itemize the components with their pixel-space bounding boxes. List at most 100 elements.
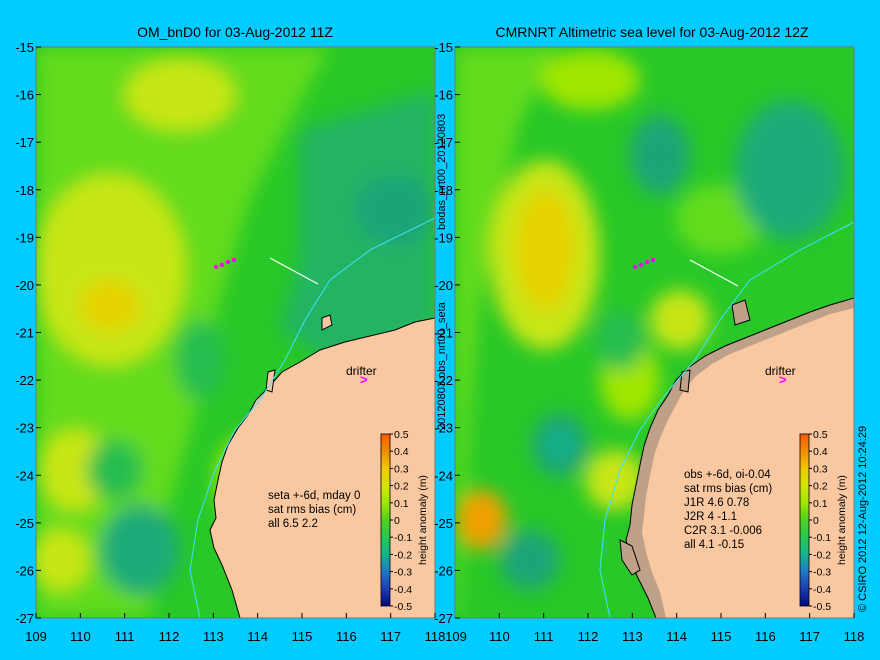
x-tick-label: 117 (799, 629, 820, 644)
right-drifter-track (632, 257, 656, 270)
y-tick-label: -20 (15, 278, 34, 293)
x-tick-label: 115 (711, 629, 732, 644)
colorbar-tick-label: 0.1 (394, 498, 409, 510)
x-tick-label: 116 (755, 629, 776, 644)
x-tick-label: 113 (203, 629, 224, 644)
x-tick-label: 110 (70, 629, 91, 644)
credit-label: © CSIRO 2012 12-Aug-2012 10:24:29 (857, 426, 869, 612)
x-tick-label: 111 (115, 629, 135, 644)
colorbar-tick-label: 0.3 (394, 463, 409, 475)
y-tick-label: -18 (434, 183, 453, 198)
left-stats-line: all 6.5 2.2 (268, 518, 318, 530)
colorbar-tick-label: 0.5 (813, 429, 828, 441)
right-stats-line: obs +-6d, oi-0.04 (684, 469, 771, 481)
colorbar-axis-label: height anomaly (m) (836, 475, 848, 565)
colorbar-tick-label: 0.2 (813, 481, 828, 493)
right-stats-line: all 4.1 -0.15 (684, 539, 744, 551)
y-tick-label: -24 (15, 468, 34, 483)
right-stats-block: obs +-6d, oi-0.04 sat rms bias (cm) J1R … (684, 469, 772, 551)
colorbar-tick-label: -0.1 (394, 532, 412, 544)
colorbar-tick-label: 0.1 (813, 498, 828, 510)
left-map-field: drifter > seta +-6d, mday 0 sat rms bias… (36, 47, 435, 618)
right-drifter-label: drifter (765, 364, 796, 378)
x-tick-label: 117 (380, 629, 401, 644)
right-stats-line: sat rms bias (cm) (684, 483, 772, 495)
colorbar-tick-label: 0.5 (394, 429, 409, 441)
right-map-field: drifter > obs +-6d, oi-0.04 sat rms bias… (455, 47, 854, 618)
x-tick-label: 114 (666, 629, 687, 644)
left-drifter-track (213, 257, 237, 270)
right-glider-track (689, 259, 739, 287)
x-tick-label: 113 (622, 629, 643, 644)
colorbar-tick-label: -0.1 (813, 532, 831, 544)
left-zero-contour (189, 217, 435, 618)
y-tick-label: -26 (15, 563, 34, 578)
x-tick-label: 116 (336, 629, 357, 644)
right-colorbar: 0.5 0.4 0.3 0.2 0.1 0 -0.1 -0.2 -0.3 -0.4 -0.5 heig… (799, 429, 848, 613)
y-tick-label: -19 (15, 230, 34, 245)
right-stats-line: C2R 3.1 -0.006 (684, 525, 762, 537)
colorbar-tick-label: -0.5 (813, 601, 831, 613)
left-drifter-label: drifter (346, 364, 377, 378)
y-tick-label: -23 (15, 421, 34, 436)
y-tick-label: -26 (434, 563, 453, 578)
y-tick-label: -25 (15, 516, 34, 531)
x-tick-label: 118 (844, 629, 865, 644)
y-tick-label: -16 (15, 88, 34, 103)
right-panel-title: CMRNRT Altimetric sea level for 03-Aug-2… (495, 24, 809, 40)
right-drifter-icon: > (779, 372, 787, 387)
y-tick-label: -27 (434, 611, 453, 626)
colorbar-tick-label: -0.4 (813, 584, 831, 596)
y-tick-label: -25 (434, 516, 453, 531)
colorbar-tick-label: 0 (813, 515, 819, 527)
colorbar-axis-label: height anomaly (m) (417, 475, 429, 565)
x-tick-label: 111 (534, 629, 554, 644)
y-tick-label: -19 (434, 230, 453, 245)
right-stats-line: J1R 4.6 0.78 (684, 497, 749, 509)
colorbar-tick-label: 0.4 (394, 446, 409, 458)
colorbar-scale (380, 433, 391, 607)
y-tick-label: -24 (434, 468, 453, 483)
colorbar-tick-label: 0 (394, 515, 400, 527)
file-label-lower: 20120803.obs_nrt00_seta (436, 301, 448, 430)
x-tick-label: 109 (25, 629, 47, 644)
right-x-axis: 110 111 112 113 114 115 116 117 118 109 (445, 613, 864, 644)
y-tick-label: -17 (434, 135, 453, 150)
colorbar-tick-label: 0.2 (394, 481, 409, 493)
colorbar-tick-label: -0.3 (394, 567, 412, 579)
left-panel-title: OM_bnD0 for 03-Aug-2012 11Z (137, 24, 333, 40)
colorbar-tick-label: -0.2 (813, 549, 831, 561)
left-stats-block: seta +-6d, mday 0 sat rms bias (cm) all … (268, 490, 360, 530)
y-tick-label: -16 (434, 88, 453, 103)
colorbar-scale (799, 433, 810, 607)
y-tick-label: -15 (434, 40, 453, 55)
y-tick-label: -20 (434, 278, 453, 293)
x-tick-label: 118 (425, 629, 446, 644)
y-tick-label: -17 (15, 135, 34, 150)
colorbar-tick-label: -0.4 (394, 584, 412, 596)
right-y-axis: -15 -16 -17 -18 -19 -20 -21 -22 -23 -24 -25 -26 -27 (434, 40, 460, 626)
x-tick-label: 112 (578, 629, 599, 644)
x-tick-label: 109 (445, 629, 467, 644)
right-zero-contour (599, 221, 854, 618)
left-glider-track (269, 257, 319, 285)
x-tick-label: 115 (292, 629, 313, 644)
y-tick-label: -23 (434, 421, 453, 436)
y-tick-label: -21 (15, 326, 34, 341)
left-map-panel: OM_bnD0 for 03-Aug-2012 11Z (15, 24, 445, 644)
left-land-area (209, 317, 435, 618)
y-tick-label: -15 (15, 40, 34, 55)
x-tick-label: 114 (247, 629, 268, 644)
y-tick-label: -27 (15, 611, 34, 626)
colorbar-tick-label: -0.2 (394, 549, 412, 561)
left-stats-line: sat rms bias (cm) (268, 504, 356, 516)
y-tick-label: -18 (15, 183, 34, 198)
y-tick-label: -22 (434, 373, 453, 388)
colorbar-tick-label: 0.4 (813, 446, 828, 458)
colorbar-tick-label: -0.3 (813, 567, 831, 579)
file-label-upper: bodas_nrt00_20120803 (436, 114, 448, 230)
left-y-axis: -15 -16 -17 -18 -19 -20 -21 -22 -23 -24 -25 -26 -27 (15, 40, 41, 626)
left-stats-line: seta +-6d, mday 0 (268, 490, 360, 502)
y-tick-label: -22 (15, 373, 34, 388)
